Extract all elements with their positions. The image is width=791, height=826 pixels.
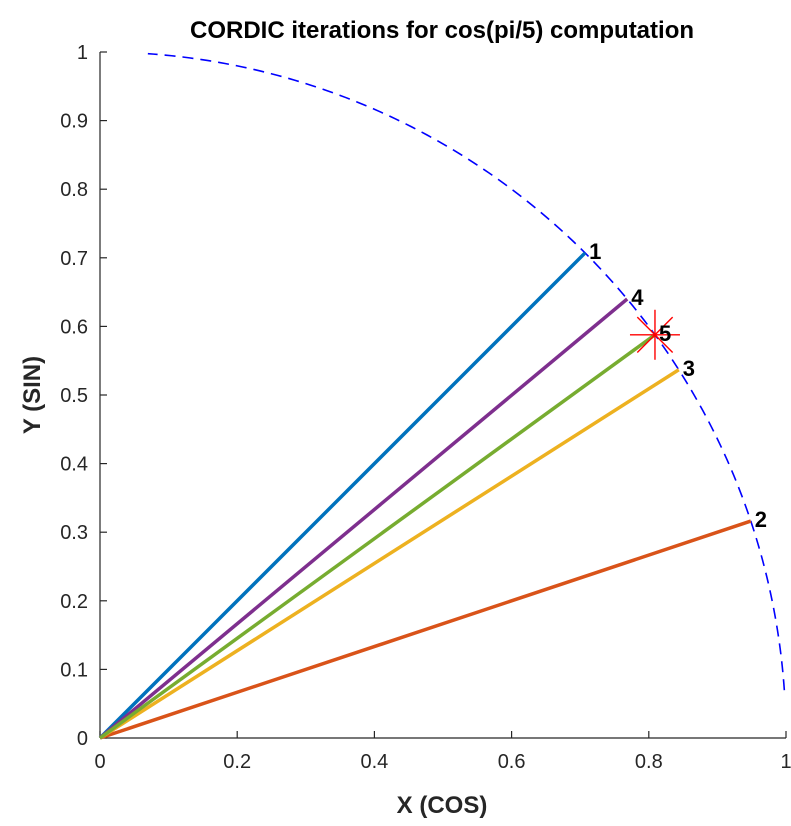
target-marker <box>629 309 680 360</box>
y-tick-label: 0.3 <box>60 522 88 544</box>
series-layer <box>98 251 752 740</box>
iteration-label-5: 5 <box>659 321 671 346</box>
x-tick-label: 0.6 <box>498 751 526 773</box>
unit-circle-layer <box>147 52 786 691</box>
y-axis-title: Y (SIN) <box>19 356 46 434</box>
iteration-labels: 1 2 3 45 <box>589 239 767 532</box>
x-tick-label: 1 <box>780 751 791 773</box>
y-tick-label: 1 <box>77 42 88 64</box>
y-tick-label: 0.9 <box>60 111 88 133</box>
iteration-line-2 <box>99 519 752 740</box>
iteration-label-4: 4 <box>631 285 644 310</box>
y-tick-label: 0.8 <box>60 179 88 201</box>
axes: 0 0.2 0.4 0.6 0.8 1 0 0.1 0.2 0.3 0.4 0.5 0.6 0.7 0.8 0… <box>60 42 791 773</box>
x-tick-label: 0.2 <box>223 751 251 773</box>
iteration-line-4 <box>98 297 629 740</box>
iteration-label-2: 2 <box>755 507 767 532</box>
unit-circle-arc <box>147 52 786 691</box>
y-tick-label: 0.4 <box>60 454 88 476</box>
x-tick-label: 0.4 <box>360 751 388 773</box>
marker-layer <box>629 309 680 360</box>
iteration-label-1: 1 <box>589 239 601 264</box>
iteration-line-3 <box>99 368 680 740</box>
y-tick-label: 0 <box>77 728 88 750</box>
y-tick-label: 0.2 <box>60 591 88 613</box>
chart-title: CORDIC iterations for cos(pi/5) computat… <box>190 17 694 44</box>
y-tick-label: 0.1 <box>60 659 88 681</box>
iteration-line-1 <box>98 251 587 740</box>
x-tick-label: 0 <box>94 751 105 773</box>
y-tick-label: 0.5 <box>60 385 88 407</box>
y-tick-label: 0.7 <box>60 248 88 270</box>
x-axis-title: X (COS) <box>397 792 488 819</box>
x-tick-label: 0.8 <box>635 751 663 773</box>
iteration-label-3: 3 <box>683 356 695 381</box>
y-tick-label: 0.6 <box>60 316 88 338</box>
iteration-line-5 <box>98 333 657 740</box>
target-marker-stroke <box>636 316 674 353</box>
